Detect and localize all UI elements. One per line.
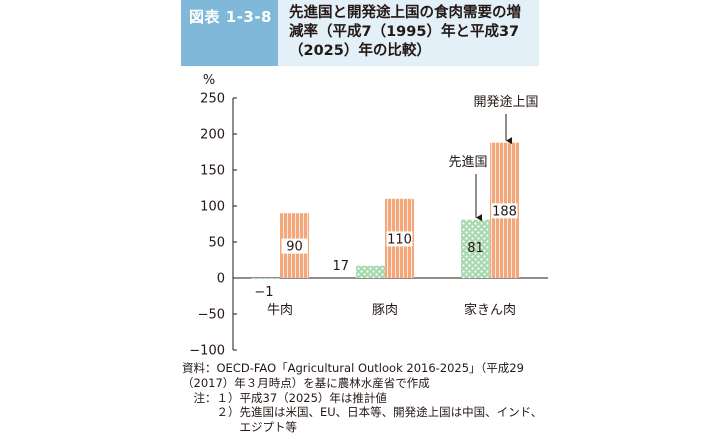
developing-value-label: 188	[492, 204, 517, 219]
source-line: 資料：OECD-FAO「Agricultural Outlook 2016-20…	[182, 361, 524, 375]
y-axis-unit: %	[203, 73, 215, 88]
developed-bar	[356, 265, 385, 278]
figure-number: 図表 1-3-8	[181, 0, 278, 66]
developed-bar	[461, 219, 490, 278]
developing-value-label: 110	[387, 232, 412, 247]
value-label-backing	[281, 238, 308, 254]
developing-value-label: 90	[286, 240, 303, 255]
figure-title: 先進国と開発途上国の食肉需要の増 減率（平成7（1995）年と平成37 （202…	[289, 4, 539, 61]
developing-callout-label: 開発途上国	[473, 94, 538, 110]
figure-title-line: （2025）年の比較）	[289, 43, 431, 59]
y-tick-label: 100	[200, 200, 225, 215]
y-tick-label: 200	[200, 128, 225, 143]
x-category-label: 豚肉	[372, 303, 398, 318]
x-category-label: 牛肉	[267, 303, 293, 318]
y-tick-label: −100	[189, 344, 225, 359]
y-tick-label: −50	[198, 308, 225, 323]
value-label-backing	[386, 231, 413, 247]
note-line: ２）先進国は米国、EU、日本等、開発途上国は中国、インド、	[182, 405, 543, 420]
source-line: （2017）年３月時点）を基に農林水産省で作成	[182, 375, 430, 390]
figure-title-line: 減率（平成7（1995）年と平成37	[289, 24, 520, 40]
note-line: 注：１）平成37（2025）年は推計値	[182, 390, 387, 405]
y-tick-label: 150	[200, 164, 225, 179]
y-tick-label: 0	[217, 272, 225, 287]
developed-value-label: 17	[332, 259, 349, 274]
figure-notes: 資料：OECD-FAO「Agricultural Outlook 2016-20…	[182, 361, 552, 435]
developed-value-label: 81	[467, 241, 484, 256]
x-category-label: 家きん肉	[464, 302, 516, 318]
axis-layer: % −100 −50 0 50 100 150 200 250 牛肉 豚肉 家きん肉	[189, 73, 548, 359]
developed-value-label: −1	[254, 285, 273, 300]
y-tick-label: 250	[200, 92, 225, 107]
value-label-backing	[491, 203, 518, 219]
labels-layer: −1 17 81 90 110 188 先進国 開発途上国	[254, 94, 538, 300]
note-line: エジプト等	[182, 420, 297, 435]
developed-bar	[251, 278, 280, 279]
figure-title-line: 先進国と開発途上国の食肉需要の増	[289, 5, 521, 21]
y-tick-label: 50	[208, 236, 225, 251]
developed-callout-label: 先進国	[448, 155, 487, 170]
